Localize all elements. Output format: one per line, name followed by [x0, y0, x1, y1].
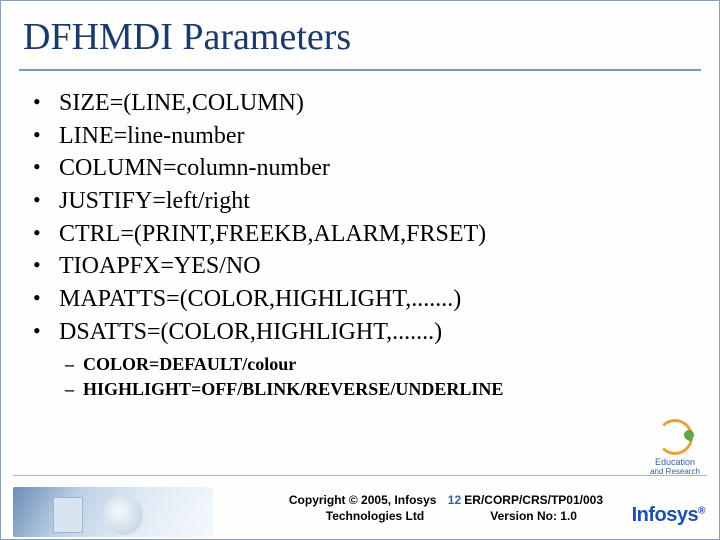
- slide-footer: Copyright © 2005, Infosys 12 Technologie…: [1, 475, 719, 539]
- bullet-item: JUSTIFY=left/right: [29, 185, 691, 218]
- bullet-item: LINE=line-number: [29, 120, 691, 153]
- ref-line2: Version No: 1.0: [464, 509, 603, 525]
- infosys-logo: Infosys®: [632, 504, 705, 527]
- sub-bullet-list: COLOR=DEFAULT/colour HIGHLIGHT=OFF/BLINK…: [65, 352, 691, 401]
- copyright-line1: Copyright © 2005, Infosys: [289, 493, 437, 507]
- footer-campus-image: [13, 487, 213, 537]
- footer-rule: [13, 475, 707, 476]
- bullet-item: MAPATTS=(COLOR,HIGHLIGHT,.......): [29, 283, 691, 316]
- bullet-item: DSATTS=(COLOR,HIGHLIGHT,.......): [29, 316, 691, 349]
- page-number: 12: [448, 493, 461, 507]
- education-research-badge: Education and Research: [643, 419, 707, 473]
- slide-content: SIZE=(LINE,COLUMN) LINE=line-number COLU…: [1, 71, 719, 401]
- bullet-item: CTRL=(PRINT,FREEKB,ALARM,FRSET): [29, 218, 691, 251]
- ref-line1: ER/CORP/CRS/TP01/003: [464, 493, 603, 509]
- sub-bullet-item: HIGHLIGHT=OFF/BLINK/REVERSE/UNDERLINE: [65, 377, 691, 401]
- bullet-item: SIZE=(LINE,COLUMN): [29, 87, 691, 120]
- bullet-list: SIZE=(LINE,COLUMN) LINE=line-number COLU…: [29, 87, 691, 348]
- badge-text-1: Education: [643, 457, 707, 467]
- sub-bullet-item: COLOR=DEFAULT/colour: [65, 352, 691, 376]
- badge-swirl-icon: [657, 419, 693, 455]
- footer-reference: ER/CORP/CRS/TP01/003 Version No: 1.0: [464, 493, 603, 524]
- slide-frame: DFHMDI Parameters SIZE=(LINE,COLUMN) LIN…: [0, 0, 720, 540]
- slide-title: DFHMDI Parameters: [1, 1, 719, 59]
- bullet-item: TIOAPFX=YES/NO: [29, 250, 691, 283]
- logo-text: Infosys: [632, 504, 699, 526]
- bullet-item: COLUMN=column-number: [29, 152, 691, 185]
- registered-mark: ®: [698, 505, 705, 516]
